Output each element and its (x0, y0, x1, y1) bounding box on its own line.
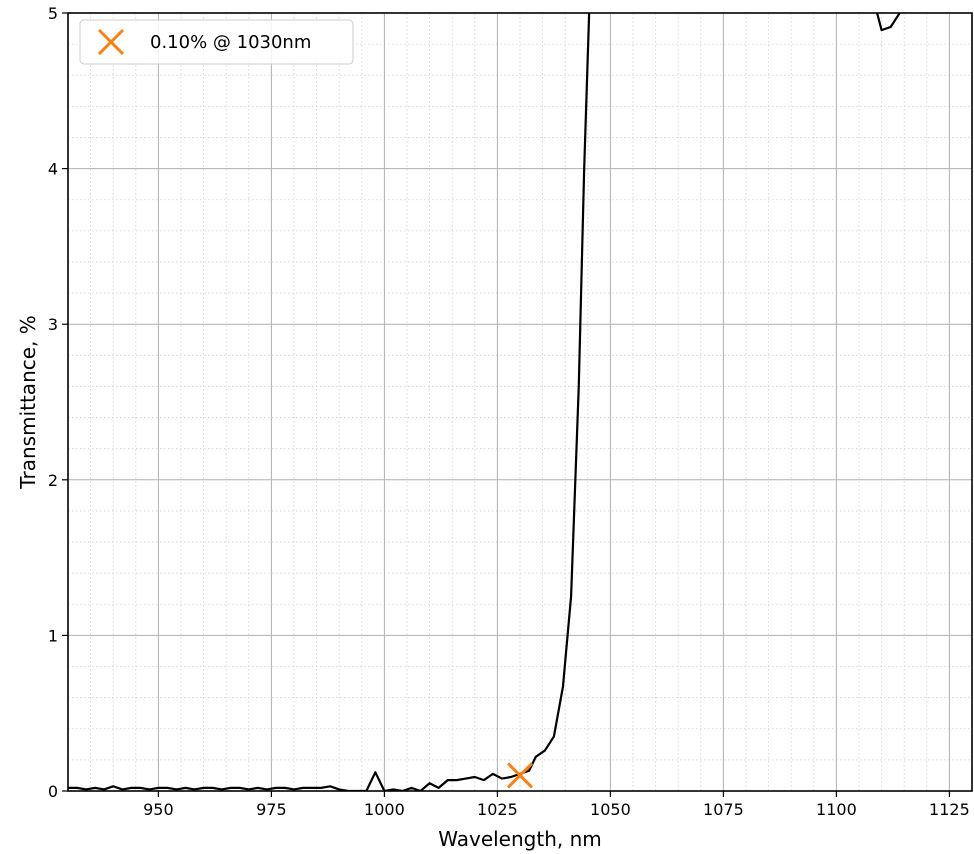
x-tick-label: 1000 (364, 800, 405, 819)
plot-frame (67, 12, 973, 792)
x-tick-label: 950 (143, 800, 174, 819)
x-tick-label: 1050 (590, 800, 631, 819)
legend-label: 0.10% @ 1030nm (150, 32, 311, 53)
x-tick-label: 1025 (477, 800, 518, 819)
x-tick-label: 1100 (816, 800, 857, 819)
x-tick-label: 1125 (929, 800, 970, 819)
highlight-marker-0-stroke-b (506, 762, 534, 789)
legend-box (79, 19, 354, 65)
tick-layer (62, 12, 951, 797)
y-tick-label: 2 (48, 471, 58, 490)
y-tick-label: 4 (48, 160, 58, 179)
x-tick-label: 975 (256, 800, 287, 819)
highlight-marker-0 (506, 762, 534, 789)
x-axis-title: Wavelength, nm (438, 827, 602, 851)
legend: 0.10% @ 1030nm (79, 19, 354, 65)
y-tick-label: 5 (48, 4, 58, 23)
x-tick-label: 1075 (703, 800, 744, 819)
legend-marker-icon (97, 28, 125, 56)
y-tick-label: 3 (48, 315, 58, 334)
marker-layer (506, 762, 534, 789)
y-tick-label: 1 (48, 626, 58, 645)
series-line-1 (875, 13, 901, 32)
tick-label-layer: 950 975 1000 1025 1050 1075 1100 1125 0 1 2 3 4 5 (48, 4, 970, 819)
legend-x-glyph (97, 28, 125, 56)
y-axis-title: Transmittance, % (16, 315, 40, 490)
legend-x-glyph-stroke-b (97, 28, 125, 56)
y-tick-label: 0 (48, 782, 58, 801)
